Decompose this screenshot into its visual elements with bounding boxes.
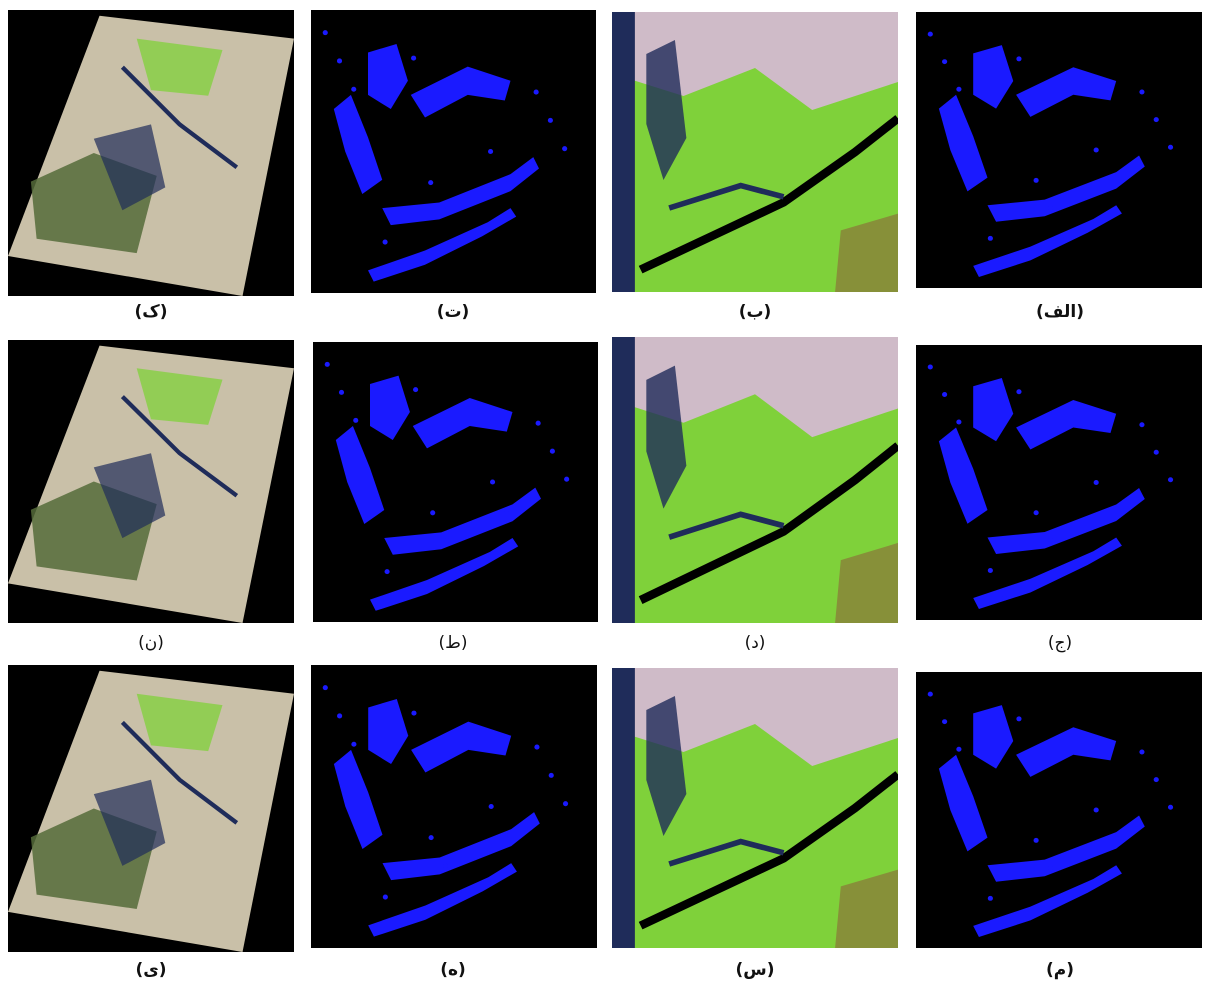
panel-caption: (ط) bbox=[438, 633, 468, 653]
water-mask-image bbox=[313, 342, 598, 622]
panel-caption: (ب) bbox=[738, 302, 772, 322]
satellite-closeup-image bbox=[612, 12, 898, 292]
water-region bbox=[938, 94, 988, 192]
water-region bbox=[973, 205, 1122, 277]
panel-caption: (الف) bbox=[1036, 302, 1084, 322]
water-region bbox=[973, 865, 1122, 937]
water-region bbox=[973, 378, 1014, 442]
water-region bbox=[938, 427, 988, 524]
satellite-scene-image bbox=[8, 665, 294, 952]
water-region bbox=[973, 537, 1122, 609]
panel-caption: (د) bbox=[744, 633, 766, 653]
water-region bbox=[987, 488, 1145, 554]
water-region bbox=[333, 94, 383, 194]
water-region bbox=[382, 812, 540, 881]
panel-caption: (ت) bbox=[436, 302, 470, 322]
water-region bbox=[368, 863, 517, 937]
satellite-closeup-image bbox=[612, 668, 898, 948]
water-region bbox=[1016, 400, 1117, 450]
water-region bbox=[1016, 727, 1117, 777]
water-mask-image bbox=[916, 672, 1202, 948]
water-mask-image bbox=[916, 12, 1202, 288]
water-region bbox=[938, 754, 988, 852]
panel-caption: (ج) bbox=[1047, 633, 1073, 653]
water-region bbox=[987, 155, 1145, 222]
panel-caption: (ک) bbox=[134, 302, 168, 322]
water-region bbox=[412, 398, 513, 449]
panel-caption: (م) bbox=[1046, 960, 1074, 980]
water-region bbox=[368, 698, 409, 765]
water-region bbox=[1016, 67, 1117, 117]
water-mask-image bbox=[311, 10, 596, 293]
water-region bbox=[335, 426, 385, 524]
water-region bbox=[333, 749, 383, 849]
water-region bbox=[382, 157, 539, 226]
water-region bbox=[987, 815, 1145, 882]
water-region bbox=[370, 538, 519, 611]
water-region bbox=[973, 45, 1014, 109]
panel-caption: (ی) bbox=[135, 960, 167, 980]
panel-caption: (س) bbox=[735, 960, 775, 980]
water-mask-image bbox=[311, 665, 597, 948]
satellite-scene-image bbox=[8, 10, 294, 296]
panel-caption: (ن) bbox=[138, 633, 164, 653]
panel-caption: (ه) bbox=[440, 960, 466, 980]
water-region bbox=[973, 705, 1014, 769]
water-region bbox=[384, 487, 541, 555]
satellite-closeup-image bbox=[612, 337, 898, 623]
water-region bbox=[410, 66, 511, 118]
water-region bbox=[368, 208, 517, 282]
water-mask-image bbox=[916, 345, 1202, 620]
satellite-scene-image bbox=[8, 340, 294, 623]
water-region bbox=[368, 43, 408, 110]
water-region bbox=[411, 721, 512, 773]
water-region bbox=[370, 375, 410, 440]
